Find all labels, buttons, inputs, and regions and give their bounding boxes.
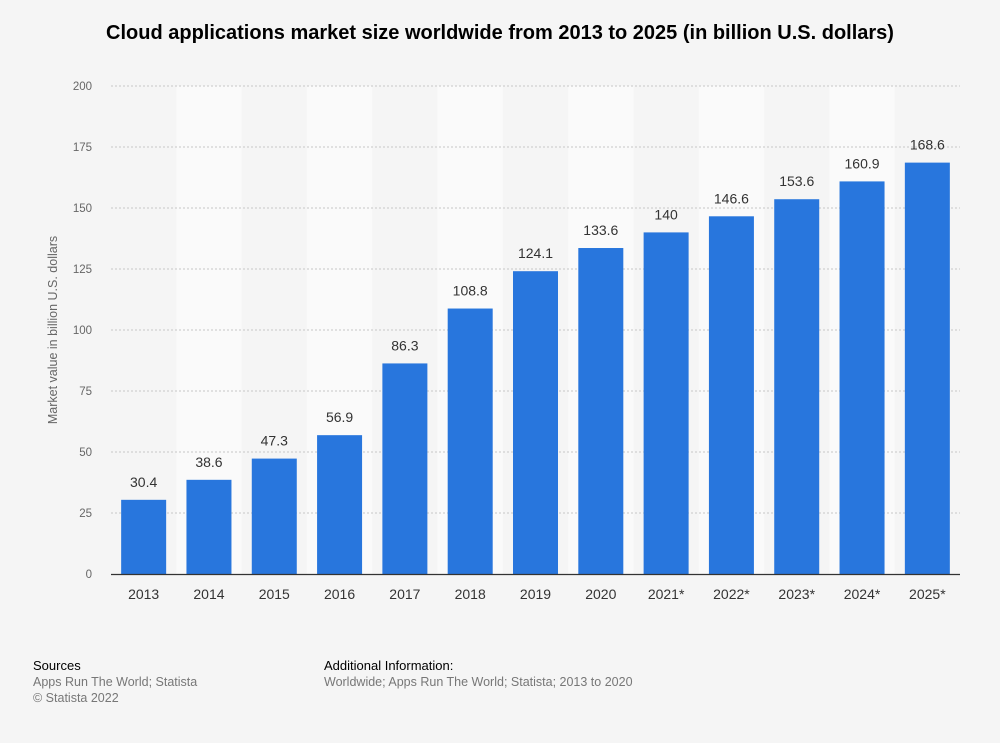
value-label: 160.9	[845, 155, 880, 171]
bar[interactable]	[447, 308, 493, 574]
bar[interactable]	[904, 162, 950, 574]
x-tick-label: 2021*	[648, 586, 685, 602]
value-label: 168.6	[910, 137, 945, 153]
x-tick-label: 2024*	[844, 586, 881, 602]
y-tick-label: 75	[79, 386, 92, 398]
value-label: 38.6	[195, 454, 222, 470]
sources-heading: Sources	[33, 658, 81, 673]
x-tick-label: 2025*	[909, 586, 946, 602]
additional-info-heading: Additional Information:	[324, 658, 454, 673]
bars	[121, 162, 950, 575]
bar[interactable]	[578, 248, 624, 575]
sources-text: Apps Run The World; Statista	[33, 675, 198, 689]
value-label: 30.4	[130, 474, 157, 490]
x-tick-label: 2023*	[778, 586, 815, 602]
x-axis-ticks: 2013 2014 2015 2016 2017 2018 2019 2020 2021* 202…	[128, 586, 946, 602]
value-label: 133.6	[583, 222, 618, 238]
value-label: 108.8	[453, 283, 488, 299]
value-label: 153.6	[779, 173, 814, 189]
x-tick-label: 2022*	[713, 586, 750, 602]
value-label: 86.3	[391, 337, 418, 353]
bar[interactable]	[839, 181, 885, 575]
value-label: 47.3	[261, 433, 288, 449]
x-tick-label: 2017	[389, 586, 420, 602]
x-tick-label: 2015	[259, 586, 290, 602]
y-tick-label: 200	[73, 81, 92, 93]
bar[interactable]	[774, 199, 820, 574]
value-label: 56.9	[326, 409, 353, 425]
copyright-text: © Statista 2022	[33, 691, 119, 705]
y-tick-label: 175	[73, 142, 92, 154]
y-tick-label: 25	[79, 508, 92, 520]
x-tick-label: 2014	[193, 586, 224, 602]
chart-title: Cloud applications market size worldwide…	[106, 22, 894, 44]
y-tick-label: 150	[73, 203, 92, 215]
value-labels: 30.4 38.6 47.3 56.9 86.3 108.8 124.1 133.6 140 14…	[130, 137, 945, 490]
bar[interactable]	[186, 479, 232, 574]
bar[interactable]	[513, 271, 558, 574]
x-tick-label: 2020	[585, 586, 616, 602]
x-tick-label: 2016	[324, 586, 355, 602]
sources-block: Sources Apps Run The World; Statista © S…	[33, 658, 197, 706]
bar[interactable]	[708, 216, 754, 574]
value-label: 140	[654, 206, 678, 222]
bar[interactable]	[251, 458, 297, 574]
y-axis-ticks: 0 25 50 75 100 125 150 175 200	[73, 81, 92, 581]
bar[interactable]	[643, 232, 689, 574]
additional-info-text: Worldwide; Apps Run The World; Statista;…	[324, 675, 633, 689]
x-tick-label: 2013	[128, 586, 159, 602]
y-tick-label: 50	[79, 447, 92, 459]
x-tick-label: 2019	[520, 586, 551, 602]
y-tick-label: 100	[73, 325, 92, 337]
y-tick-label: 125	[73, 264, 92, 276]
y-axis-label: Market value in billion U.S. dollars	[46, 236, 60, 424]
value-label: 124.1	[518, 245, 553, 261]
value-label: 146.6	[714, 190, 749, 206]
bar[interactable]	[121, 499, 167, 574]
bar[interactable]	[382, 363, 428, 574]
additional-info-block: Additional Information: Worldwide; Apps …	[324, 658, 633, 690]
x-tick-label: 2018	[455, 586, 486, 602]
y-tick-label: 0	[86, 569, 92, 581]
bar[interactable]	[317, 435, 363, 574]
